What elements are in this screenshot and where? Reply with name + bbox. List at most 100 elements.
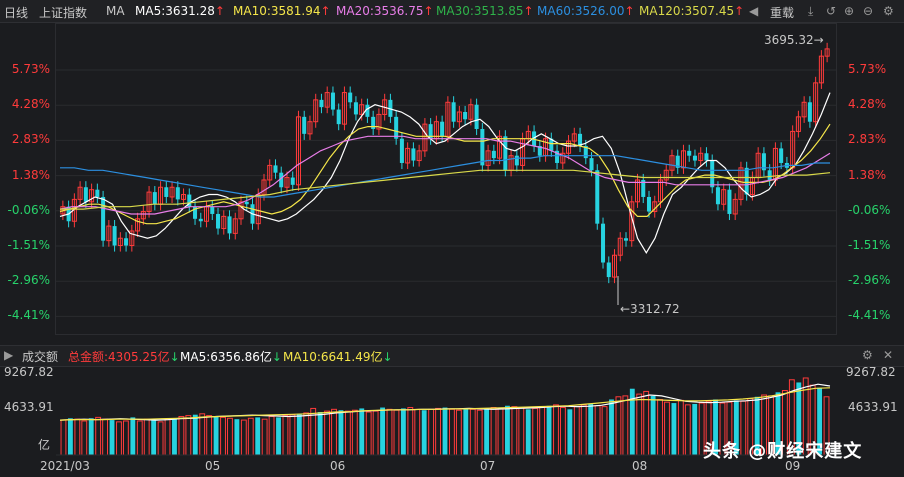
ma5-value: MA5:3631.28↑ [135, 4, 225, 18]
volume-bar [497, 407, 504, 456]
volume-bar [671, 403, 677, 455]
vol-axis-unit-left: 亿 [38, 438, 51, 452]
volume-bar [109, 420, 115, 455]
volume-bar [81, 420, 88, 456]
volume-bar [317, 412, 323, 455]
volume-bar [240, 419, 247, 456]
left-axis-tick: -4.41% [7, 308, 50, 323]
volume-bar [469, 408, 476, 456]
settings-icon[interactable]: ⚙ [883, 4, 894, 18]
volume-bar [684, 404, 691, 456]
right-axis-tick: -4.41% [848, 308, 891, 323]
volume-bar [414, 408, 421, 456]
volume-bar [282, 415, 289, 456]
volume-bar [227, 417, 233, 456]
volume-bar [650, 395, 656, 455]
x-label-jul: 07 [480, 459, 496, 473]
x-label-jun: 06 [330, 459, 346, 473]
volume-bar [601, 406, 608, 456]
left-axis-tick: -0.06% [7, 202, 50, 217]
zoom-out-icon[interactable]: ⊖ [863, 4, 874, 18]
price-panel[interactable] [55, 23, 837, 335]
volume-bar [268, 415, 275, 456]
ma20-value: MA20:3536.75↑ [336, 4, 434, 18]
volume-bar [421, 410, 427, 455]
volume-bar [261, 418, 268, 456]
volume-bar [505, 405, 510, 455]
volume-bar [359, 408, 365, 455]
zoom-in-icon[interactable]: ⊕ [844, 4, 855, 18]
volume-bar [532, 407, 539, 456]
volume-bar [622, 395, 629, 456]
x-label-mar: 2021/03 [40, 459, 90, 473]
volume-bar [573, 406, 580, 456]
volume-bar [365, 411, 372, 456]
volume-bar [60, 419, 67, 456]
left-axis-tick: 1.38% [11, 167, 50, 182]
download-icon[interactable]: ⤓ [808, 4, 814, 18]
volume-bar [692, 403, 698, 455]
vol-axis-top-right: 9267.82 [846, 365, 896, 379]
x-label-sep: 09 [785, 459, 801, 473]
volume-bar [88, 418, 94, 455]
volume-bar [213, 416, 219, 455]
volume-bar [206, 415, 213, 456]
left-axis-tick: -1.51% [7, 238, 50, 252]
dropdown-icon[interactable]: ◀ [749, 4, 759, 18]
volume-bar [172, 418, 177, 455]
vol-axis-mid-left: 4633.91 [4, 400, 54, 414]
volume-close-icon[interactable]: ✕ [883, 348, 894, 362]
volume-bar [276, 417, 281, 455]
volume-bar [657, 398, 663, 456]
collapse-icon[interactable]: ▶ [4, 348, 14, 362]
back-icon[interactable]: ↺ [826, 4, 837, 18]
vol-axis-top-left: 9267.82 [4, 365, 54, 379]
volume-bar [615, 396, 622, 456]
volume-bar [560, 407, 566, 456]
volume-bar [442, 407, 448, 455]
volume-bar [372, 410, 379, 456]
volume-bar [296, 413, 302, 455]
volume-bar [664, 401, 670, 456]
vol-axis-mid-right: 4633.91 [848, 400, 898, 414]
volume-bar [435, 407, 441, 456]
volume-bar [609, 399, 614, 455]
volume-bar [164, 418, 171, 456]
reload-button[interactable]: 重载 [770, 6, 795, 20]
volume-ma-line-ma5 [59, 383, 831, 421]
volume-bar [407, 407, 414, 456]
period-label[interactable]: 日线 [4, 6, 29, 20]
volume-bar [310, 407, 317, 456]
volume-bar [677, 399, 684, 456]
volume-bar [95, 416, 102, 456]
left-axis-tick: -2.96% [7, 273, 50, 288]
volume-bar [546, 405, 552, 455]
ma-label[interactable]: MA [106, 4, 125, 18]
volume-bar [553, 404, 559, 456]
volume-bar [67, 418, 73, 455]
index-name: 上证指数 [39, 6, 88, 20]
ma10-value: MA10:3581.94↑ [233, 4, 331, 18]
ma120-value: MA120:3507.45↑ [639, 4, 745, 18]
volume-bar [588, 403, 594, 455]
volume-settings-icon[interactable]: ⚙ [862, 348, 873, 362]
right-axis-tick: 1.38% [848, 167, 887, 182]
volume-bar [351, 409, 358, 456]
volume-bar [338, 410, 344, 455]
volume-bar [331, 408, 337, 456]
volume-bar [484, 408, 490, 455]
volume-bar [380, 407, 385, 455]
watermark: 头条 @财经宋建文 [703, 441, 863, 462]
volume-bar [136, 420, 143, 456]
volume-bar [428, 408, 435, 456]
right-axis-tick: -1.51% [848, 238, 891, 252]
volume-bar [567, 409, 573, 455]
volume-bar [511, 406, 518, 456]
volume-bar [386, 408, 393, 456]
volume-bar [324, 410, 330, 456]
volume-bar [539, 406, 546, 456]
right-axis-tick: 5.73% [848, 62, 887, 76]
volume-bar [178, 415, 185, 456]
volume-title: 成交额 [22, 350, 59, 364]
ma30-value: MA30:3513.85↑ [436, 4, 534, 18]
